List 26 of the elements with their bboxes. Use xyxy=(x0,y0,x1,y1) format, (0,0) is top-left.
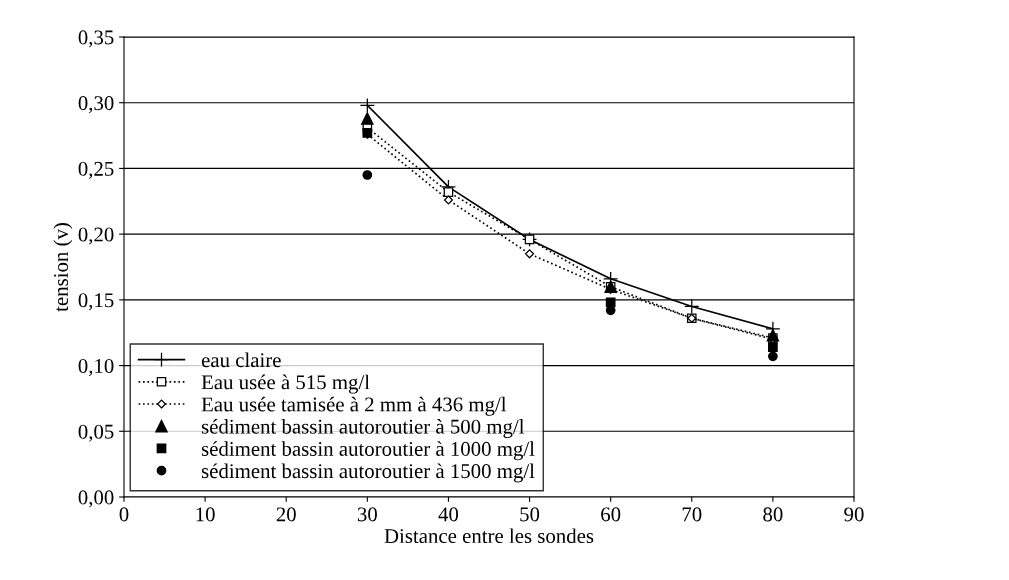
legend-label: sédiment bassin autoroutier à 1000 mg/l xyxy=(201,441,535,461)
y-tick-label: 0,35 xyxy=(78,30,114,48)
x-tick-label: 20 xyxy=(276,507,296,522)
x-tick-label: 50 xyxy=(520,507,540,522)
x-tick-label: 60 xyxy=(601,507,621,522)
y-tick-label: 0,15 xyxy=(78,293,114,311)
y-tick-label: 0,05 xyxy=(78,424,114,442)
y-axis-title: tension (v) xyxy=(53,223,73,312)
legend-label: Eau usée à 515 mg/l xyxy=(201,374,370,394)
x-tick-label: 10 xyxy=(196,507,215,522)
x-tick-label: 30 xyxy=(357,507,377,522)
legend-label: Eau usée tamisée à 2 mm à 436 mg/l xyxy=(201,396,507,416)
x-tick-label: 0 xyxy=(119,507,129,522)
x-tick-label: 90 xyxy=(844,507,864,522)
legend-label: sédiment bassin autoroutier à 1500 mg/l xyxy=(201,463,535,483)
x-tick-label: 80 xyxy=(763,507,783,522)
x-tick-label: 40 xyxy=(438,507,459,522)
legend-label: sédiment bassin autoroutier à 500 mg/l xyxy=(201,419,525,439)
y-tick-label: 0,25 xyxy=(78,161,114,179)
y-tick-label: 0,10 xyxy=(78,358,114,376)
y-tick-label: 0,20 xyxy=(78,227,114,245)
legend-label: eau claire xyxy=(201,352,281,368)
y-tick-label: 0,30 xyxy=(78,96,114,114)
y-tick-label: 0,00 xyxy=(78,490,114,508)
x-axis-title: Distance entre les sondes xyxy=(384,528,594,544)
x-tick-label: 70 xyxy=(682,507,702,522)
